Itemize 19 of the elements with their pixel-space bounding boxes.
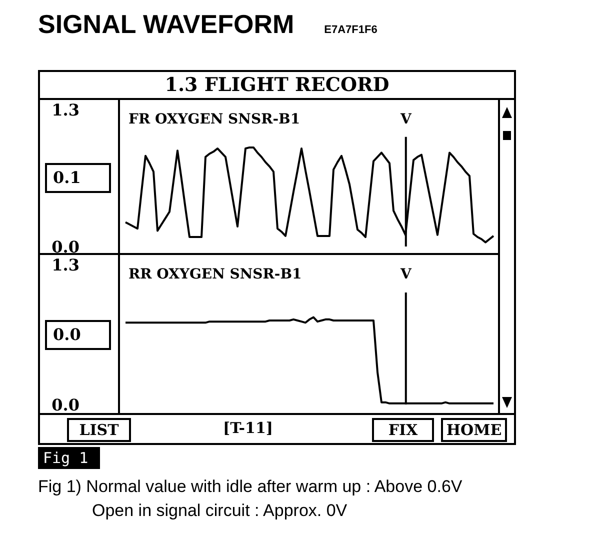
text: LIST [67,418,131,442]
text: Open in signal circuit : Approx. 0V [91,500,348,522]
text: 1.3 FLIGHT RECORD [38,70,516,100]
y-tick-label: 0.0 [52,396,80,414]
y-tick-label: 0.0 [52,238,80,256]
text: FIX [372,418,434,442]
text: SIGNAL WAVEFORM [38,9,294,39]
y-tick-label: 1.3 [52,256,80,274]
chart-title: FR OXYGEN SNSR-B1 [128,112,300,128]
caption: Fig 1) Normal value with idle after warm up : Above 0.6V [38,476,462,498]
y-axis-title: V [399,112,412,128]
text: [T-11] [222,418,274,439]
y-tick-label: 1.3 [52,100,80,120]
text: 0.1 [45,163,111,193]
caption: Fig 1 [38,447,100,469]
chart-title: RR OXYGEN SNSR-B1 [128,266,302,282]
y-axis-title: V [399,266,412,282]
text: HOME [441,418,507,442]
text: E7A7F1F6 [324,24,378,36]
